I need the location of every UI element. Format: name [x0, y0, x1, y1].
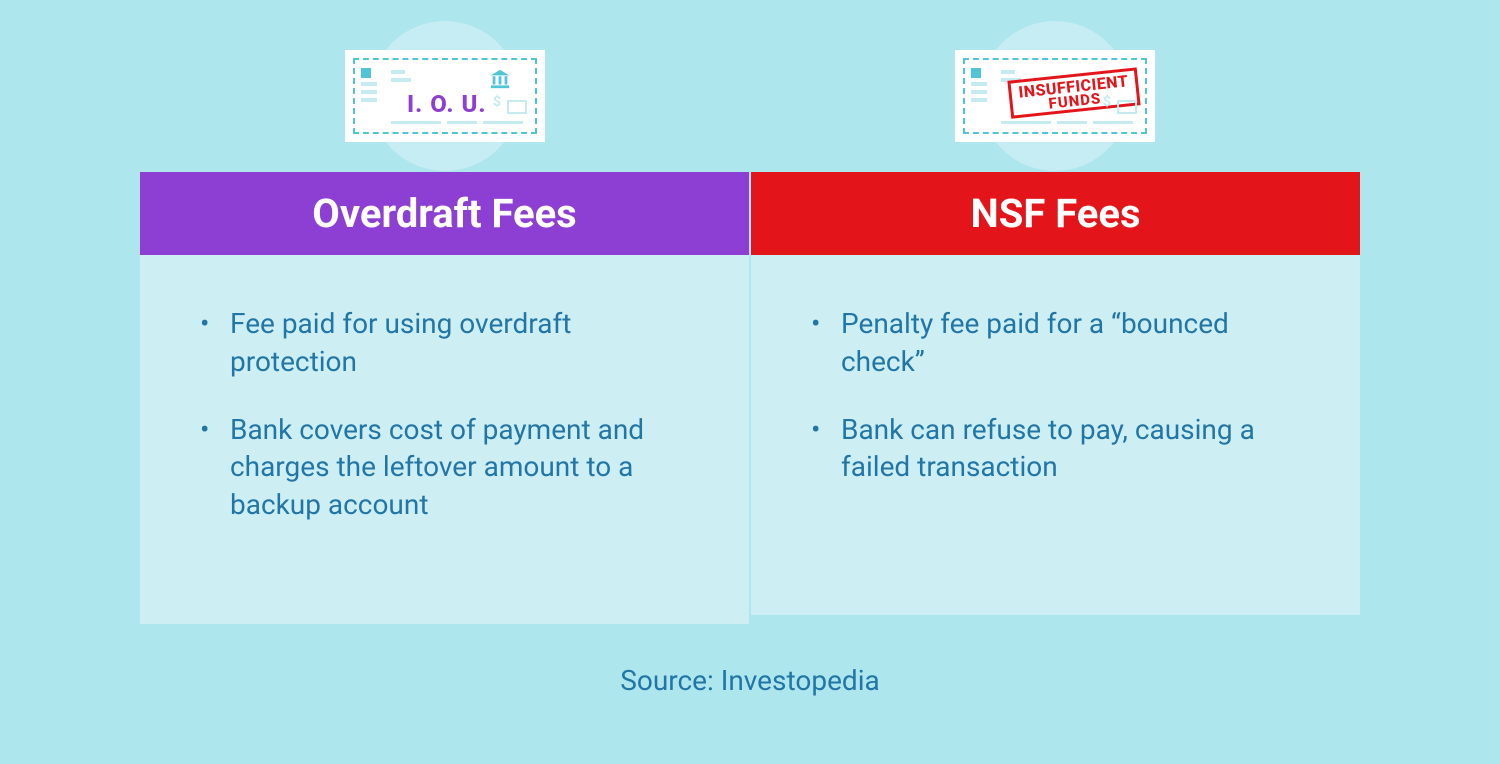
- nsf-header: NSF Fees: [751, 172, 1360, 255]
- dollar-icon: $: [1103, 94, 1111, 110]
- nsf-bullets: Penalty fee paid for a “bounced check” B…: [811, 305, 1300, 486]
- source-text: Source: Investopedia: [620, 664, 880, 697]
- amount-box: [507, 100, 527, 114]
- nsf-bullet: Bank can refuse to pay, causing a failed…: [811, 411, 1300, 487]
- comparison-table: Overdraft Fees Fee paid for using overdr…: [140, 172, 1360, 624]
- icons-row: I. O. U. $: [140, 50, 1360, 142]
- nsf-column: NSF Fees Penalty fee paid for a “bounced…: [751, 172, 1360, 624]
- check-stub: [971, 68, 991, 128]
- check-outline: INSUFFICIENT FUNDS $: [963, 58, 1147, 134]
- overdraft-bullets: Fee paid for using overdraft protection …: [200, 305, 689, 524]
- infographic-container: I. O. U. $: [0, 0, 1500, 764]
- bank-icon: [489, 68, 511, 90]
- check-stub: [361, 68, 381, 128]
- check-bottom-lines: [1001, 121, 1133, 124]
- check-bottom-lines: [391, 121, 523, 124]
- iou-text: I. O. U.: [407, 90, 487, 118]
- overdraft-body: Fee paid for using overdraft protection …: [140, 255, 749, 624]
- nsf-icon-wrap: INSUFFICIENT FUNDS $: [750, 50, 1360, 142]
- overdraft-header: Overdraft Fees: [140, 172, 749, 255]
- check-top-lines: [391, 70, 411, 82]
- check-outline: I. O. U. $: [353, 58, 537, 134]
- amount-box: [1117, 100, 1137, 114]
- nsf-bullet: Penalty fee paid for a “bounced check”: [811, 305, 1300, 381]
- nsf-body: Penalty fee paid for a “bounced check” B…: [751, 255, 1360, 615]
- nsf-check-icon: INSUFFICIENT FUNDS $: [955, 50, 1155, 142]
- overdraft-column: Overdraft Fees Fee paid for using overdr…: [140, 172, 751, 624]
- dollar-icon: $: [493, 94, 501, 110]
- overdraft-icon-wrap: I. O. U. $: [140, 50, 750, 142]
- overdraft-check-icon: I. O. U. $: [345, 50, 545, 142]
- overdraft-bullet: Fee paid for using overdraft protection: [200, 305, 689, 381]
- overdraft-bullet: Bank covers cost of payment and charges …: [200, 411, 689, 524]
